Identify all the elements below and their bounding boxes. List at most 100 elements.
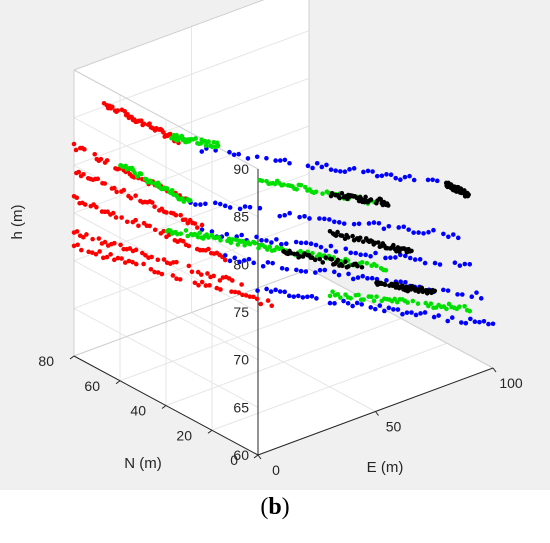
data-point	[366, 221, 372, 226]
data-point	[195, 269, 201, 275]
data-point	[269, 303, 275, 309]
data-point	[337, 169, 343, 174]
data-point	[410, 298, 416, 304]
data-point	[323, 255, 329, 260]
data-point	[138, 171, 144, 177]
data-point	[360, 239, 366, 244]
data-point	[152, 204, 157, 209]
data-point	[409, 310, 414, 315]
data-point	[462, 261, 468, 267]
data-point	[353, 250, 359, 256]
data-point	[331, 219, 337, 225]
data-point	[251, 294, 256, 300]
data-point	[194, 225, 200, 230]
data-point	[141, 121, 147, 127]
data-point	[360, 273, 366, 279]
data-point	[319, 164, 325, 170]
data-point	[224, 231, 230, 237]
data-point	[267, 244, 273, 250]
data-point	[350, 276, 356, 282]
data-point	[155, 257, 161, 263]
data-point	[364, 260, 370, 266]
data-point	[368, 197, 374, 202]
data-point	[318, 244, 324, 250]
data-point	[455, 292, 460, 297]
data-point	[382, 308, 387, 314]
data-point	[335, 229, 340, 235]
data-point	[222, 203, 228, 209]
data-point	[159, 271, 165, 277]
data-point	[206, 246, 211, 252]
data-point	[251, 260, 256, 266]
data-point	[341, 221, 347, 226]
data-point	[379, 173, 385, 179]
data-point	[260, 263, 266, 269]
data-point	[212, 200, 218, 206]
data-point	[338, 295, 343, 300]
data-point	[409, 248, 414, 254]
data-point	[308, 241, 314, 247]
data-point	[282, 289, 288, 295]
data-point	[337, 195, 343, 201]
data-point	[405, 300, 410, 305]
data-point	[75, 242, 80, 248]
data-point	[477, 319, 482, 325]
data-point	[259, 178, 265, 184]
data-point	[339, 233, 345, 239]
data-point	[386, 223, 392, 229]
data-point	[82, 202, 88, 207]
data-point	[82, 147, 87, 152]
data-point	[186, 243, 192, 249]
data-point	[391, 242, 396, 248]
data-point	[237, 259, 242, 265]
data-point	[373, 250, 378, 256]
data-point	[227, 258, 233, 264]
figure-caption: (b)	[0, 494, 550, 521]
grid-line	[211, 342, 448, 431]
data-point	[273, 158, 278, 163]
data-point	[388, 255, 393, 260]
data-point	[336, 220, 342, 225]
data-point	[258, 301, 264, 307]
data-point	[246, 256, 252, 262]
caption-close: )	[281, 494, 290, 520]
data-point	[490, 321, 496, 327]
data-point	[363, 252, 368, 258]
y-tick-mark	[161, 405, 167, 409]
data-point	[100, 255, 106, 261]
data-point	[127, 246, 133, 251]
data-point	[195, 234, 201, 240]
data-point	[327, 217, 332, 222]
data-point	[329, 257, 335, 262]
z-tick-label: 65	[233, 399, 249, 415]
data-point	[254, 234, 259, 240]
z-tick-label: 90	[233, 161, 249, 177]
data-point	[243, 293, 249, 298]
data-point	[446, 301, 452, 307]
data-point	[294, 186, 299, 192]
data-point	[189, 269, 195, 275]
data-point	[411, 230, 416, 235]
caption-open: (	[260, 494, 269, 520]
data-point	[86, 249, 91, 255]
data-point	[240, 238, 246, 244]
data-point	[186, 263, 192, 269]
data-point	[459, 320, 464, 325]
data-point	[269, 240, 274, 245]
data-point	[355, 263, 360, 269]
data-point	[293, 239, 299, 245]
data-point	[474, 290, 479, 295]
data-point	[303, 184, 308, 190]
data-point	[128, 195, 134, 201]
data-point	[226, 236, 232, 242]
data-point	[314, 296, 319, 301]
data-point	[430, 177, 435, 183]
data-point	[437, 262, 443, 267]
data-point	[372, 306, 378, 312]
data-point	[98, 156, 104, 162]
data-point	[81, 234, 86, 240]
data-point	[350, 233, 355, 239]
data-point	[328, 243, 334, 249]
data-point	[365, 276, 370, 281]
